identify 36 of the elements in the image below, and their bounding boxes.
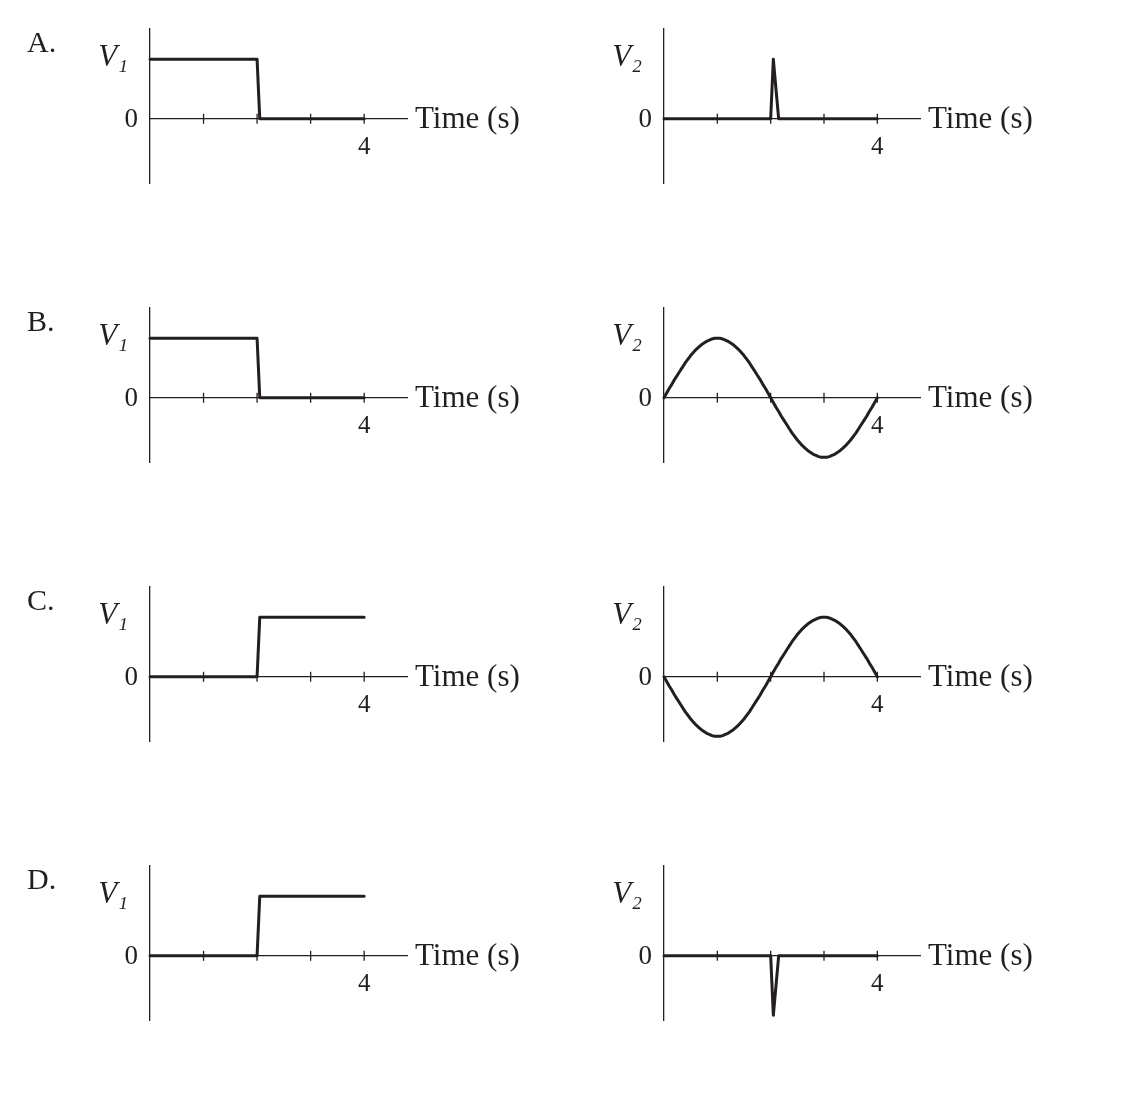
text: 4: [357, 689, 371, 717]
text: 0: [638, 102, 652, 133]
y-axis-title: V₂: [612, 875, 643, 911]
annotation: 4: [871, 410, 885, 438]
y-axis-title: V₁: [98, 38, 128, 74]
y-axis-title: V₁: [98, 875, 128, 911]
chart-title: D.: [27, 862, 57, 895]
x-axis-title: Time (s): [415, 936, 520, 972]
text: 0: [124, 939, 138, 970]
text: 0: [124, 660, 138, 691]
x-axis-title: Time (s): [928, 936, 1033, 972]
text: 0: [124, 381, 138, 412]
text: 4: [357, 131, 371, 159]
y-axis-title: V₂: [612, 596, 643, 632]
x-axis-title: Time (s): [928, 99, 1033, 135]
text: 0: [638, 381, 652, 412]
y-axis-title: V₁: [98, 596, 128, 632]
x-axis-title: Time (s): [415, 378, 520, 414]
annotation: 4: [871, 968, 885, 996]
text: 4: [357, 968, 371, 996]
x-axis-title: Time (s): [415, 657, 520, 693]
text: 4: [871, 131, 885, 159]
text: 0: [638, 939, 652, 970]
text: 4: [357, 410, 371, 438]
x-axis-title: Time (s): [928, 657, 1033, 693]
chart-title: B.: [27, 304, 55, 337]
x-axis-title: Time (s): [415, 99, 520, 135]
y-axis-title: V₂: [612, 38, 643, 74]
text: 0: [638, 660, 652, 691]
y-axis-title: V₂: [612, 317, 643, 353]
x-axis-title: Time (s): [928, 378, 1033, 414]
chart-title: A.: [27, 25, 57, 58]
chart-title: C.: [27, 583, 55, 616]
text: 0: [124, 102, 138, 133]
y-axis-title: V₁: [98, 317, 128, 353]
annotation: 4: [871, 689, 885, 717]
